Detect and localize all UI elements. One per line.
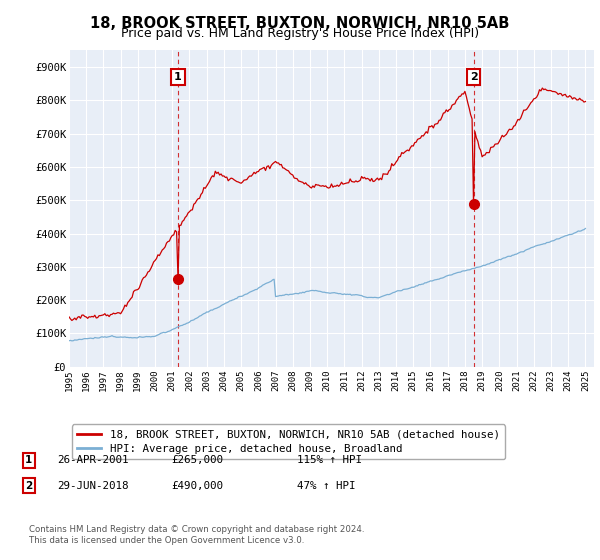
Text: 26-APR-2001: 26-APR-2001 — [57, 455, 128, 465]
Text: £265,000: £265,000 — [171, 455, 223, 465]
Legend: 18, BROOK STREET, BUXTON, NORWICH, NR10 5AB (detached house), HPI: Average price: 18, BROOK STREET, BUXTON, NORWICH, NR10 … — [72, 424, 505, 459]
Text: Contains HM Land Registry data © Crown copyright and database right 2024.
This d: Contains HM Land Registry data © Crown c… — [29, 525, 364, 545]
Text: 115% ↑ HPI: 115% ↑ HPI — [297, 455, 362, 465]
Text: 47% ↑ HPI: 47% ↑ HPI — [297, 480, 355, 491]
Text: 1: 1 — [25, 455, 32, 465]
Text: Price paid vs. HM Land Registry's House Price Index (HPI): Price paid vs. HM Land Registry's House … — [121, 27, 479, 40]
Text: 2: 2 — [25, 480, 32, 491]
Text: 1: 1 — [174, 72, 182, 82]
Text: £490,000: £490,000 — [171, 480, 223, 491]
Text: 2: 2 — [470, 72, 478, 82]
Text: 18, BROOK STREET, BUXTON, NORWICH, NR10 5AB: 18, BROOK STREET, BUXTON, NORWICH, NR10 … — [91, 16, 509, 31]
Text: 29-JUN-2018: 29-JUN-2018 — [57, 480, 128, 491]
